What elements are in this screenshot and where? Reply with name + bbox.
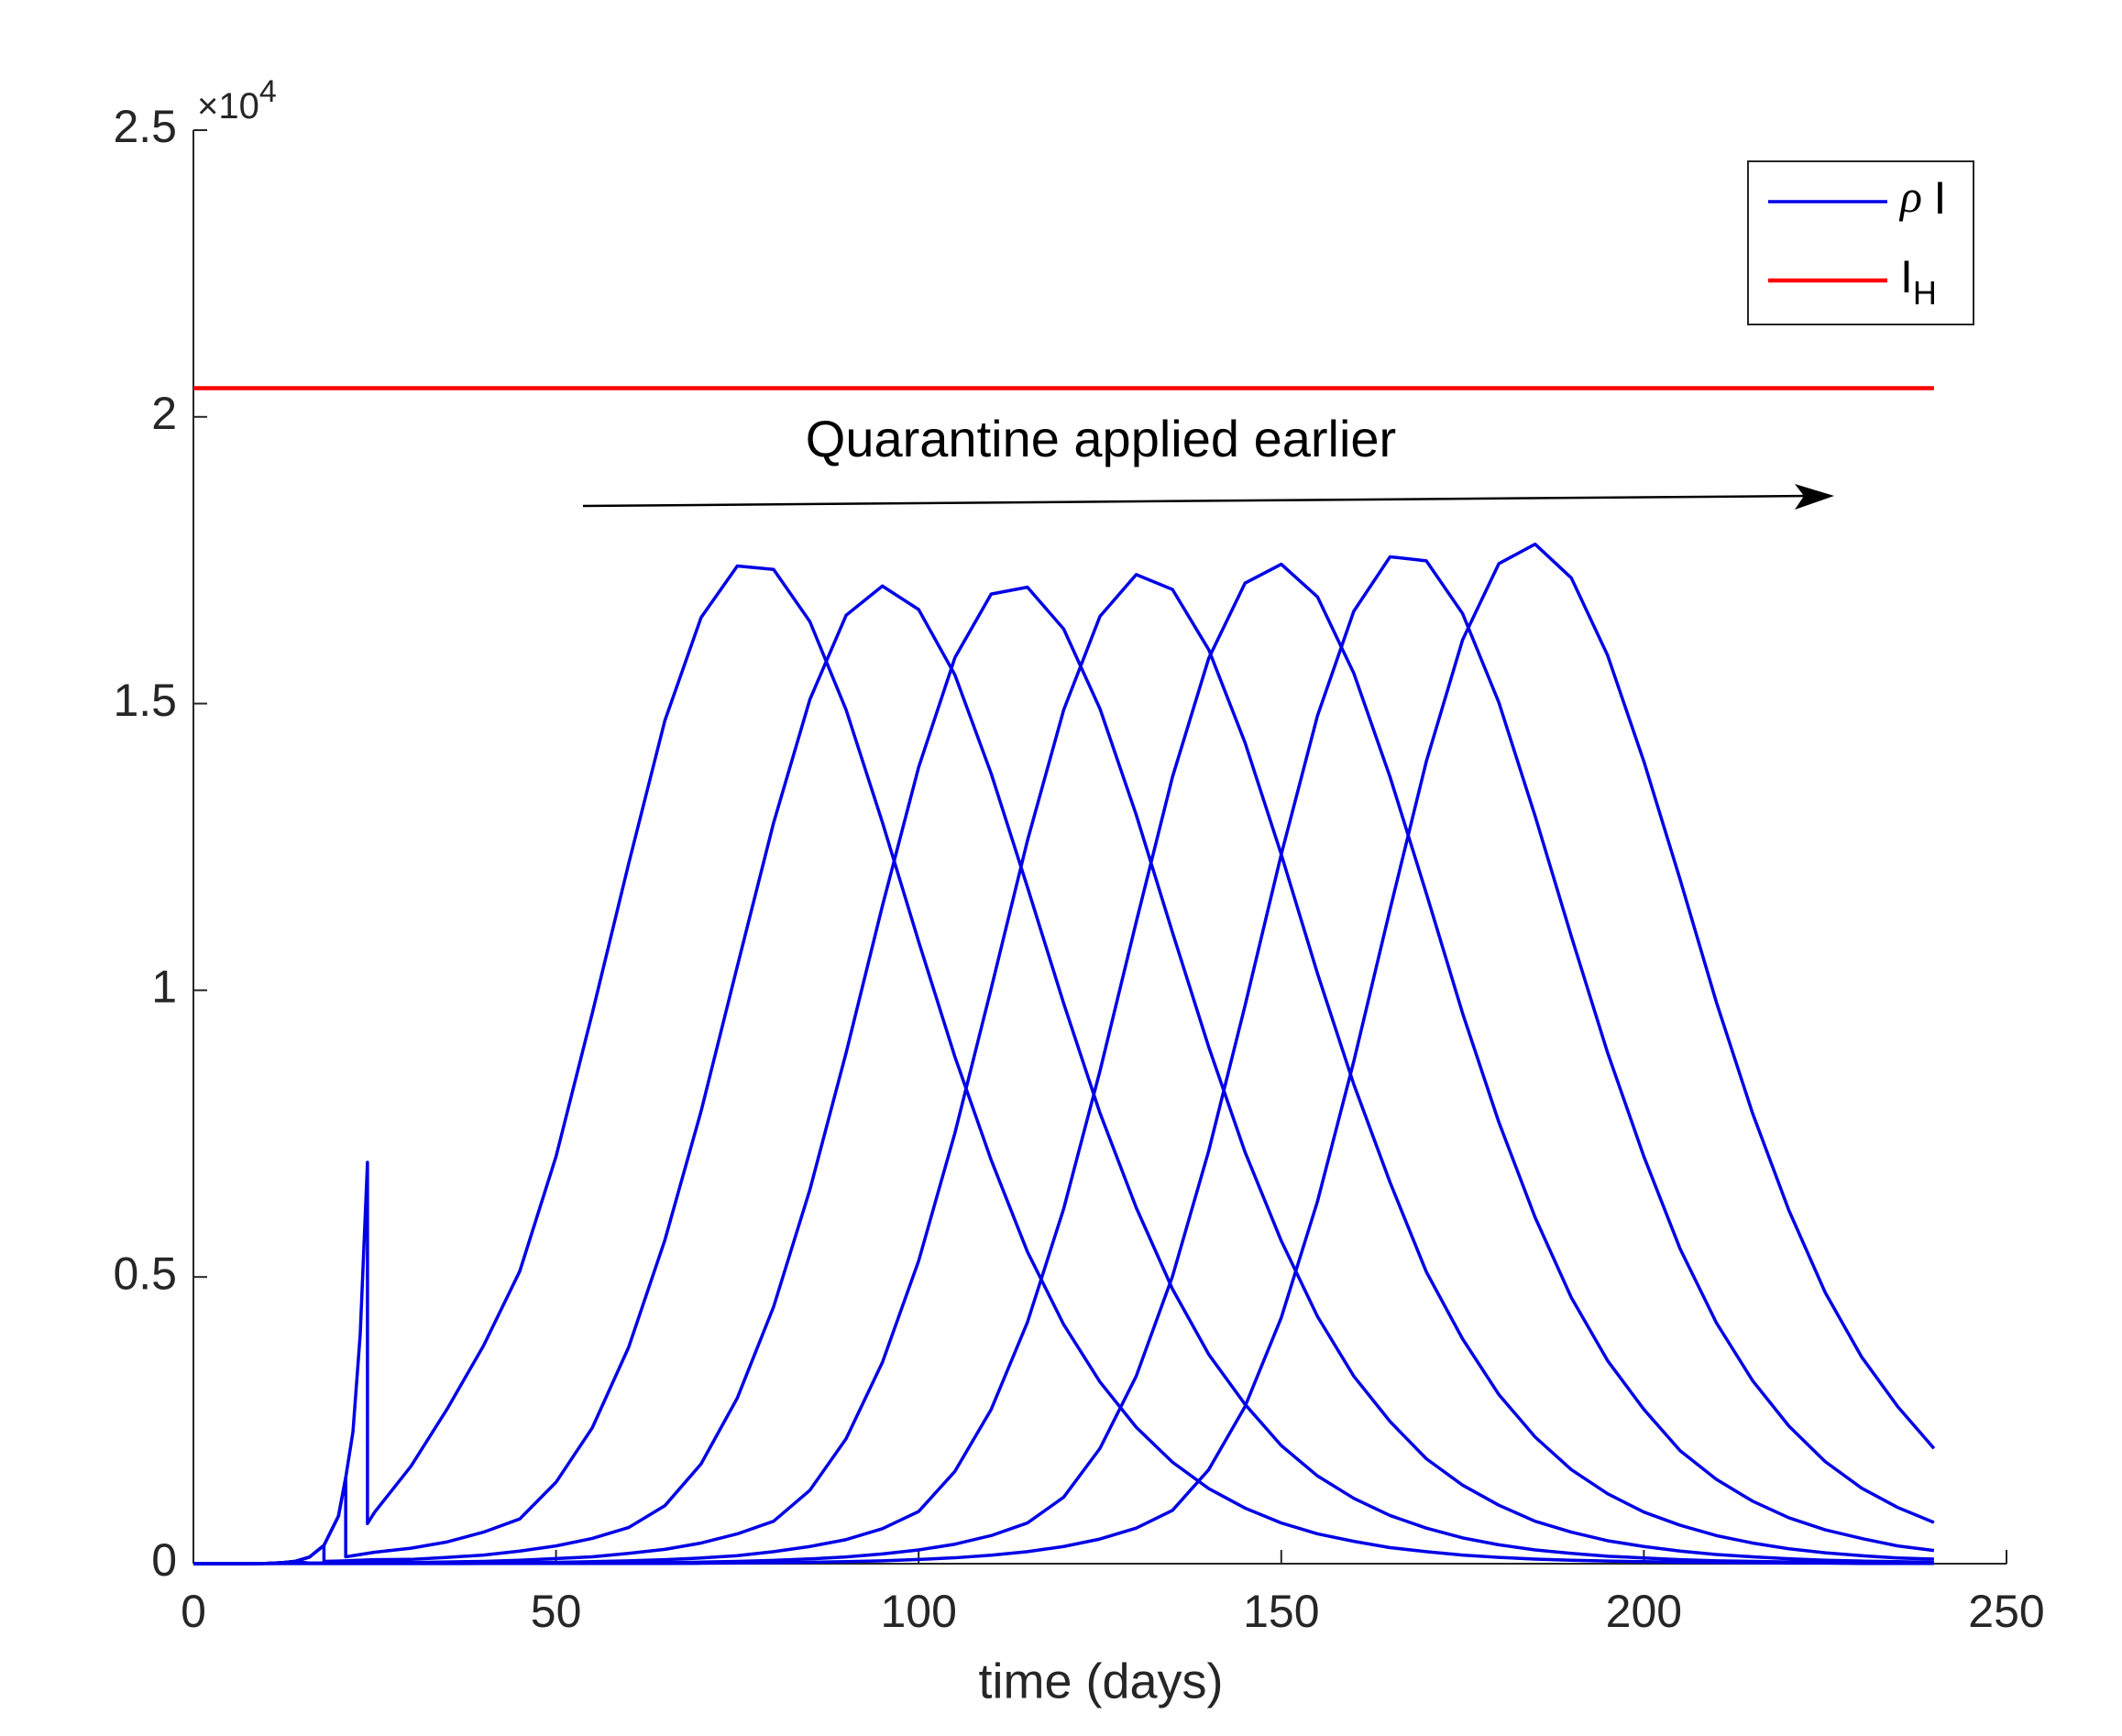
x-tick-label: 0 — [181, 1586, 206, 1637]
legend-label: ρ I — [1898, 170, 1946, 224]
annotation-arrow — [582, 494, 1811, 508]
series-line — [193, 584, 1934, 1566]
y-tick-label: 1 — [151, 961, 177, 1013]
multiplier-base: ×10 — [197, 86, 259, 126]
arrow-head — [1795, 484, 1834, 510]
annotation: Quarantine applied earlier — [806, 410, 1396, 467]
x-tick-label: 250 — [1968, 1586, 2044, 1637]
x-axis-label: time (days) — [978, 1654, 1223, 1709]
y-tick-label: 0.5 — [113, 1247, 177, 1299]
y-tick-label: 1.5 — [113, 675, 177, 726]
legend-box — [1747, 160, 1974, 325]
legend-label: IH — [1900, 251, 1937, 311]
multiplier-exponent: 4 — [259, 74, 277, 109]
series-line — [193, 585, 1934, 1566]
x-tick-label: 200 — [1606, 1586, 1682, 1637]
series-line — [193, 564, 1934, 1566]
y-multiplier: ×104 — [197, 74, 277, 126]
x-tick-label: 50 — [531, 1586, 582, 1637]
y-tick-label: 0 — [151, 1534, 177, 1586]
x-tick-label: 100 — [880, 1586, 956, 1637]
y-tick-label: 2.5 — [113, 101, 177, 152]
series-line — [193, 542, 1936, 1566]
x-tick-label: 150 — [1243, 1586, 1319, 1637]
y-tick-label: 2 — [151, 388, 177, 439]
